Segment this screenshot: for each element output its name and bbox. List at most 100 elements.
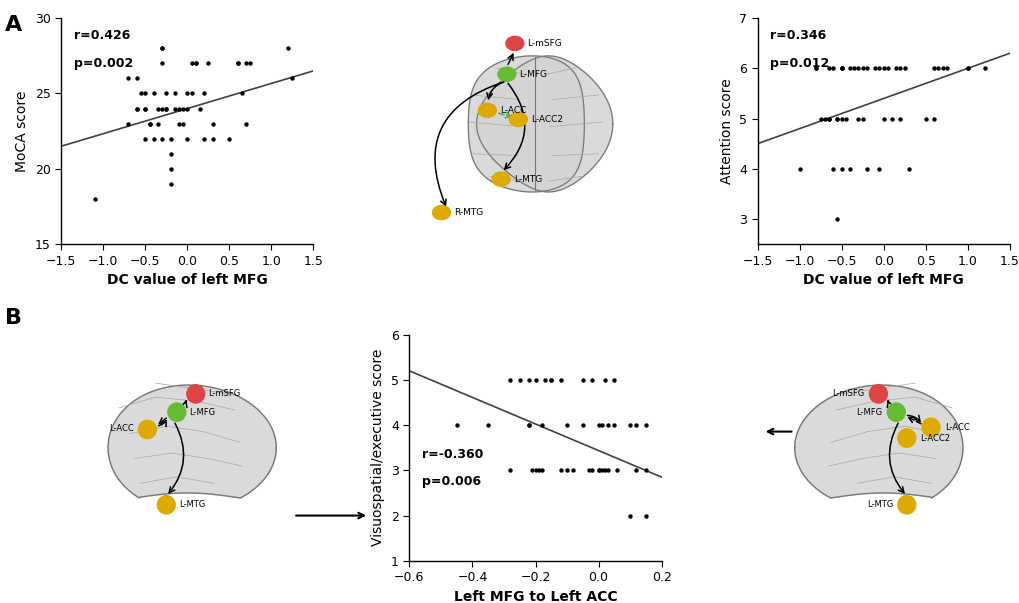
Point: [841, 63, 857, 73]
Point: [590, 466, 606, 475]
Point: [521, 375, 537, 385]
Point: [959, 63, 975, 73]
Point: [527, 375, 543, 385]
Point: [874, 63, 891, 73]
Point: [137, 104, 153, 113]
Point: [828, 114, 845, 124]
Point: [574, 375, 590, 385]
Point: [154, 104, 170, 113]
Point: [237, 119, 254, 128]
Point: [187, 58, 204, 68]
Point: [183, 58, 200, 68]
Point: [637, 420, 653, 430]
Point: [524, 466, 540, 475]
Point: [512, 375, 528, 385]
Point: [870, 63, 887, 73]
Point: [521, 420, 537, 430]
Point: [179, 134, 196, 144]
Point: [243, 58, 259, 68]
Point: [120, 119, 137, 128]
X-axis label: DC value of left MFG: DC value of left MFG: [803, 273, 963, 287]
Point: [858, 164, 874, 174]
Point: [608, 466, 625, 475]
Point: [593, 420, 609, 430]
Point: [154, 58, 170, 68]
Text: L-MFG: L-MFG: [190, 408, 215, 417]
Polygon shape: [468, 56, 584, 192]
Point: [196, 134, 212, 144]
Y-axis label: Visuospatial/executive score: Visuospatial/executive score: [371, 349, 385, 546]
Point: [816, 114, 833, 124]
Circle shape: [478, 103, 496, 118]
Point: [132, 89, 149, 98]
Circle shape: [168, 403, 185, 421]
Point: [448, 420, 465, 430]
Point: [833, 164, 849, 174]
Text: p=0.012: p=0.012: [769, 57, 828, 69]
Point: [917, 114, 933, 124]
Point: [527, 466, 543, 475]
Point: [850, 63, 866, 73]
Point: [820, 114, 837, 124]
Point: [162, 149, 178, 159]
Point: [811, 114, 827, 124]
Point: [237, 58, 254, 68]
Circle shape: [897, 429, 915, 447]
Text: L-MFG: L-MFG: [519, 70, 547, 78]
Text: L-MTG: L-MTG: [514, 175, 541, 183]
Text: p=0.002: p=0.002: [73, 57, 132, 69]
Point: [284, 74, 301, 83]
Text: B: B: [5, 308, 22, 327]
Y-axis label: MoCA score: MoCA score: [15, 90, 30, 172]
Point: [120, 74, 137, 83]
Circle shape: [508, 112, 527, 127]
Polygon shape: [476, 56, 612, 192]
Point: [622, 420, 638, 430]
Point: [590, 466, 606, 475]
Point: [552, 375, 569, 385]
Point: [280, 43, 297, 53]
Point: [204, 119, 220, 128]
Text: L-mSFG: L-mSFG: [527, 39, 561, 48]
Point: [833, 63, 849, 73]
Point: [233, 89, 250, 98]
Point: [542, 375, 558, 385]
Point: [480, 420, 496, 430]
Point: [229, 58, 246, 68]
Point: [807, 63, 823, 73]
Text: L-MTG: L-MTG: [178, 500, 205, 510]
Point: [170, 119, 186, 128]
Point: [837, 114, 853, 124]
Point: [820, 63, 837, 73]
Point: [833, 63, 849, 73]
Point: [146, 89, 162, 98]
Point: [933, 63, 950, 73]
Point: [170, 104, 186, 113]
Point: [146, 134, 162, 144]
Point: [229, 58, 246, 68]
Point: [536, 375, 552, 385]
Point: [975, 63, 991, 73]
Text: L-ACC: L-ACC: [109, 424, 133, 433]
Point: [828, 214, 845, 224]
Point: [854, 63, 870, 73]
Point: [883, 114, 900, 124]
Point: [158, 89, 174, 98]
Point: [175, 119, 192, 128]
X-axis label: DC value of left MFG: DC value of left MFG: [107, 273, 267, 287]
Point: [925, 63, 942, 73]
Point: [593, 466, 609, 475]
Point: [858, 63, 874, 73]
Point: [584, 375, 600, 385]
Polygon shape: [108, 385, 276, 498]
Point: [929, 63, 946, 73]
Point: [158, 104, 174, 113]
Point: [824, 63, 841, 73]
Point: [828, 114, 845, 124]
Text: A: A: [5, 15, 22, 35]
Point: [878, 63, 895, 73]
Circle shape: [505, 36, 524, 51]
Text: L-ACC2: L-ACC2: [919, 434, 950, 443]
Point: [791, 164, 807, 174]
Point: [584, 466, 600, 475]
